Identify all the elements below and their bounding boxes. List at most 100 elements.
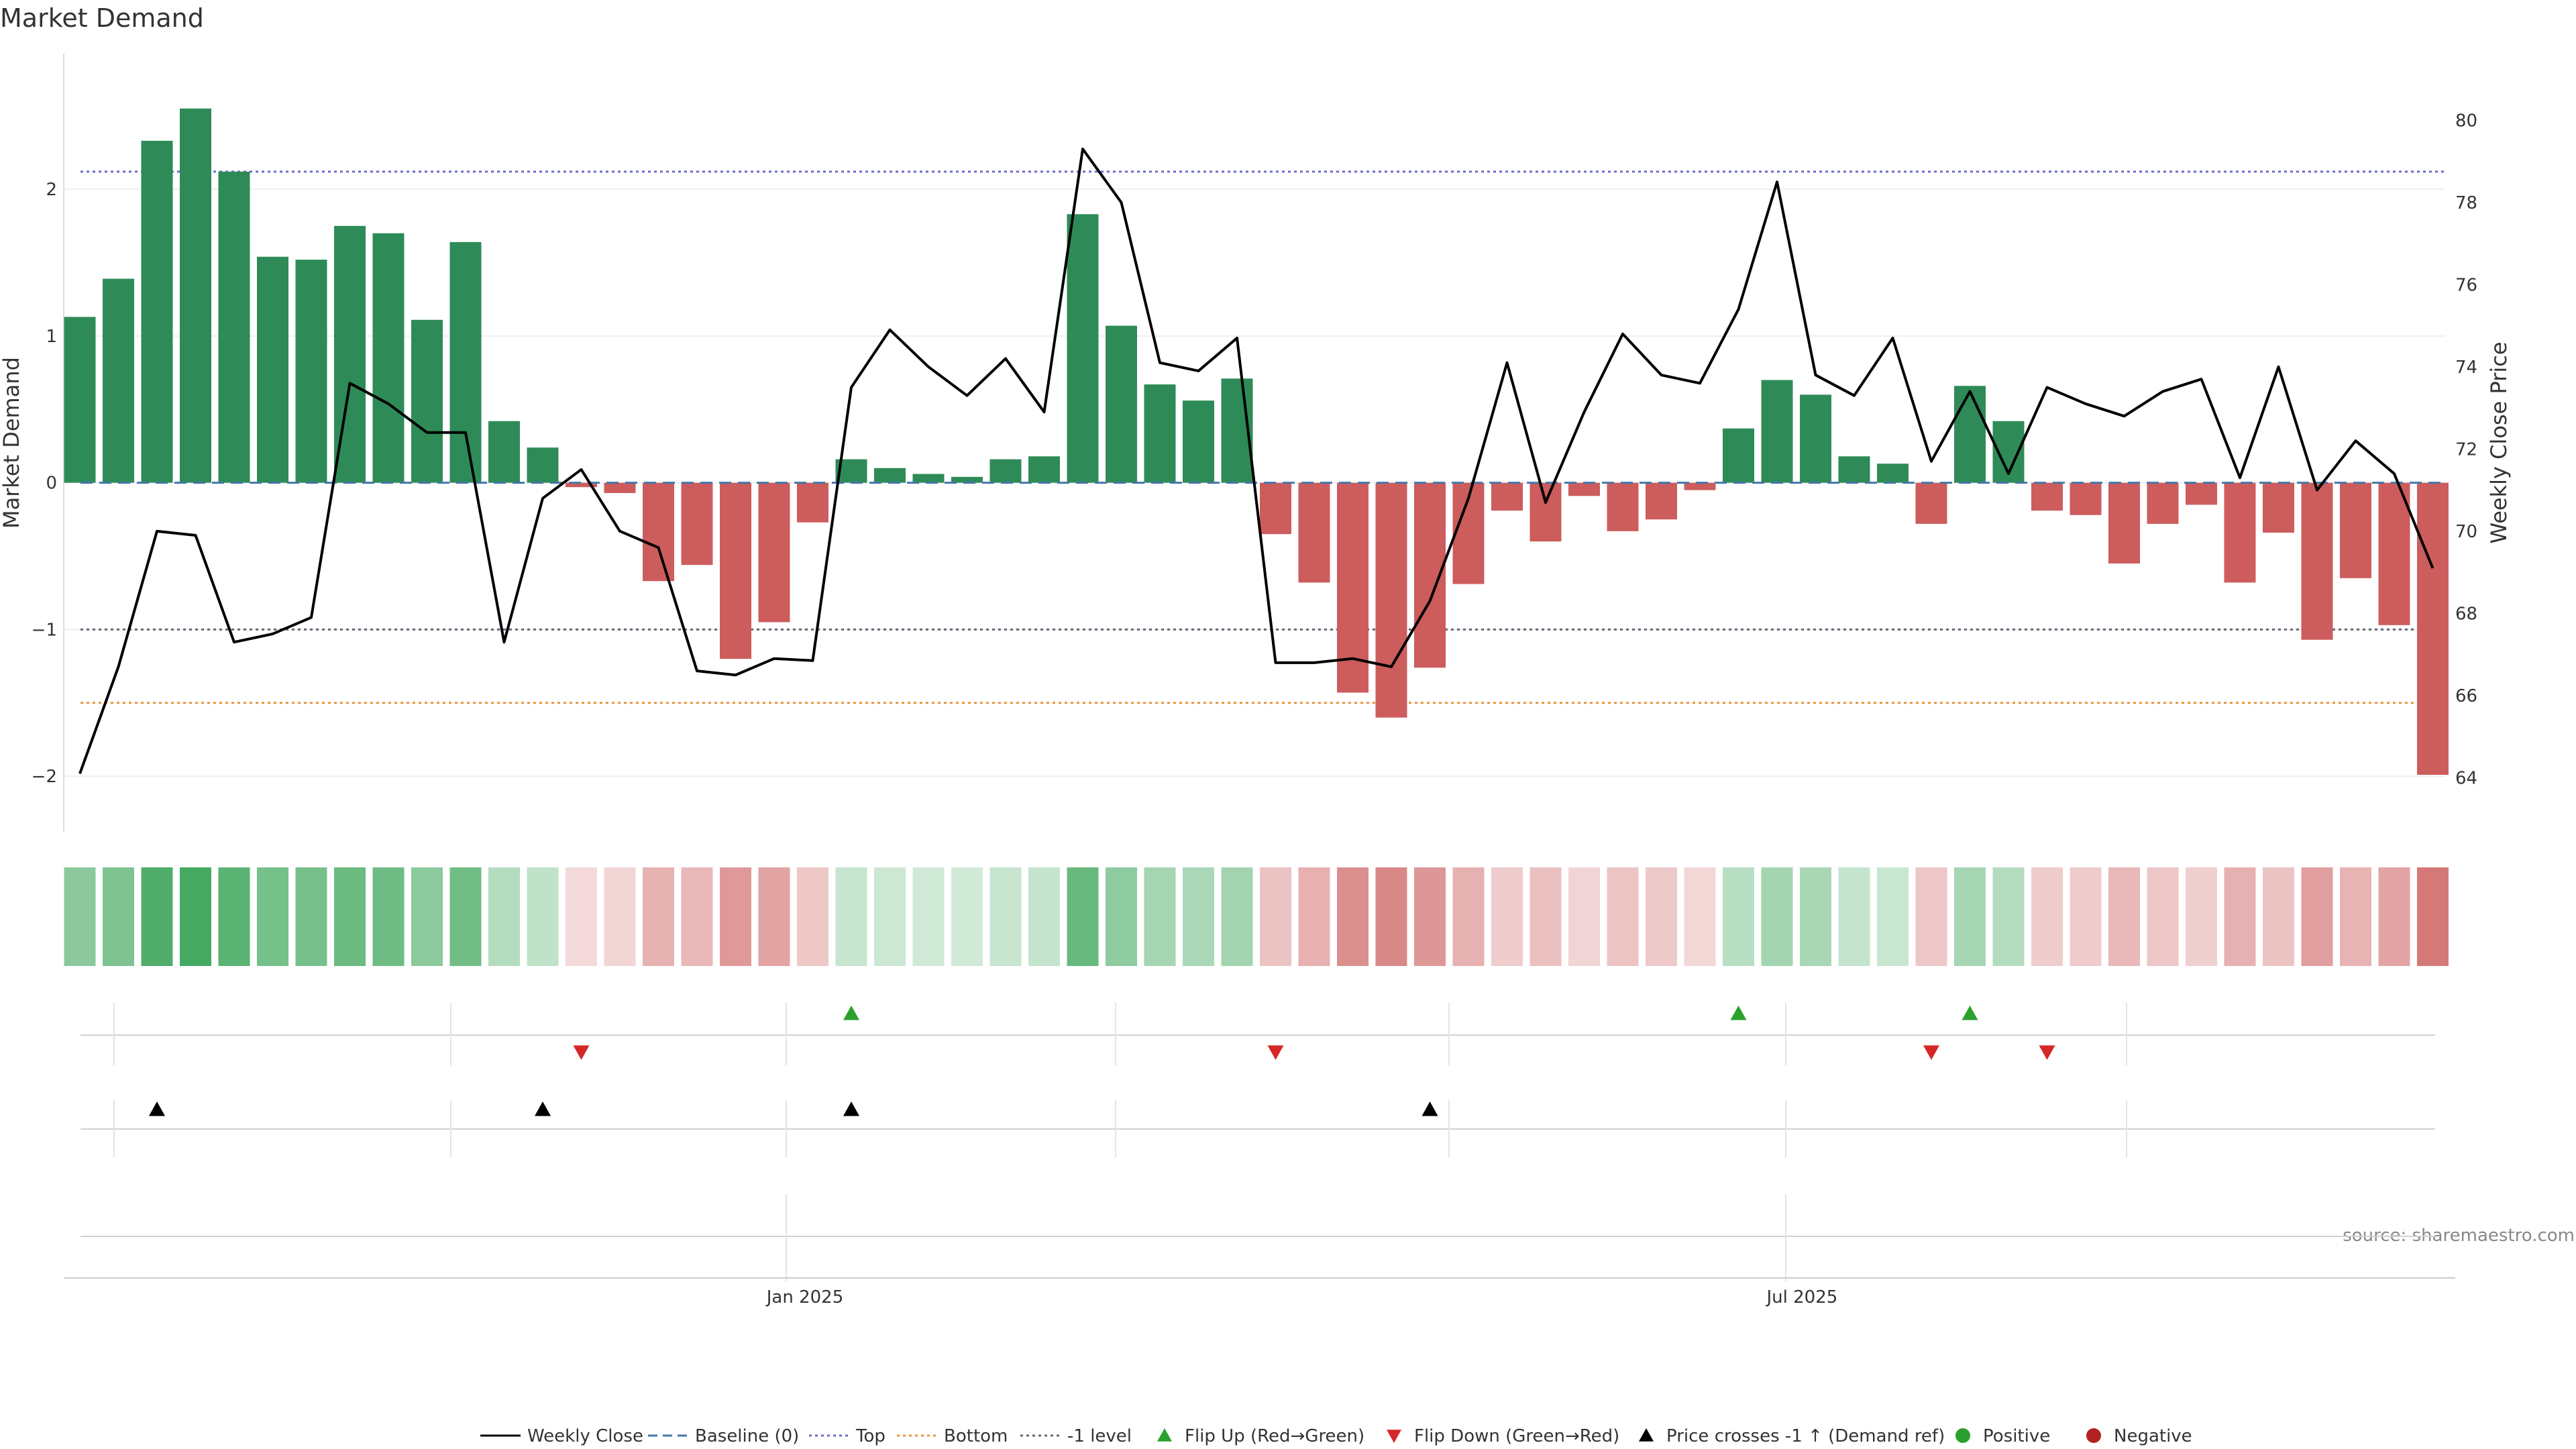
demand-bar-negative [2147,482,2179,524]
heat-cell [758,867,790,966]
legend: Weekly Close Baseline (0) Top Bottom -1 leve… [480,1426,2192,1446]
heat-cell [141,867,173,966]
demand-bar-negative [1646,482,1677,520]
demand-bar-negative [1529,482,1562,542]
heat-cell [295,867,327,966]
demand-bar-positive [488,421,520,483]
x-axis: Jan 2025 Jul 2025 [64,1277,2455,1307]
demand-bar-positive [1800,394,1831,483]
heat-cell [643,867,674,966]
heat-cell [1183,867,1214,966]
right-axis-label: Weekly Close Price [2486,341,2512,543]
demand-bar-positive [912,474,945,483]
heat-cell [2186,867,2217,966]
heat-cell [1954,867,1986,966]
heat-cell [372,867,405,966]
legend-label: Negative [2114,1426,2192,1446]
heat-cell [1337,867,1368,966]
heat-cell [1375,867,1407,966]
flip-up-marker [843,1006,859,1020]
left-tick-label: 0 [46,474,57,494]
demand-bar-negative [2186,482,2217,505]
heat-cell [1529,867,1562,966]
demand-bar-negative [604,482,636,493]
left-tick-label: −2 [32,767,57,787]
price-cross-marker [843,1102,859,1116]
demand-bar-positive [295,260,327,483]
heat-cell [1800,867,1831,966]
demand-bar-negative [1260,482,1291,535]
price-cross-marker [1421,1102,1438,1116]
demand-bar-negative [2340,482,2371,578]
demand-bar-negative [643,482,674,582]
legend-label: Top [855,1426,885,1446]
legend-swatch-triangle [1639,1428,1654,1442]
legend-item: Flip Down (Green→Red) [1387,1426,1619,1446]
weekly-close-line [78,148,2434,774]
heat-cell [1491,867,1523,966]
demand-bar-negative [758,482,790,623]
demand-bar-positive [1723,428,1754,483]
heat-cell [1761,867,1793,966]
legend-item: Baseline (0) [648,1426,799,1446]
legend-item: Weekly Close [480,1426,643,1446]
signal-panels [80,1003,2435,1281]
demand-bar-positive [1954,386,1986,483]
right-tick-label: 66 [2455,686,2477,706]
heat-cell [1106,867,1137,966]
demand-bar-positive [372,233,405,483]
demand-bar-positive [411,319,443,483]
legend-label: Baseline (0) [695,1426,799,1446]
heat-cell [180,867,211,966]
heat-cell [103,867,134,966]
heat-cell [527,867,559,966]
legend-item: Top [809,1426,885,1446]
demand-bar-negative [1568,482,1600,496]
heat-cell [1877,867,1909,966]
demand-bar-negative [2070,482,2102,515]
legend-swatch-triangle [1387,1430,1401,1443]
chart-title: Market Demand [0,3,204,33]
demand-bar-negative [1375,482,1407,718]
right-tick-label: 70 [2455,522,2477,542]
legend-label: Price crosses -1 ↑ (Demand ref) [1666,1426,1945,1446]
heat-cell [1067,867,1099,966]
heat-cell [2340,867,2371,966]
demand-bar-positive [218,171,250,483]
heat-strip [64,867,2449,966]
legend-label: Positive [1983,1426,2050,1446]
x-tick-label: Jul 2025 [1765,1287,1837,1307]
legend-label: Flip Up (Red→Green) [1185,1426,1364,1446]
demand-bar-positive [1761,380,1793,483]
heat-cell [2263,867,2294,966]
heat-cell [797,867,828,966]
heat-cell [1646,867,1677,966]
demand-bar-positive [180,108,211,483]
demand-bar-negative [2031,482,2063,511]
demand-bar-positive [1028,456,1060,483]
demand-bar-positive [527,447,559,483]
demand-bar-positive [1838,456,1870,483]
legend-item: Positive [1955,1426,2050,1446]
main-panel: −2 −1 0 1 2 64 66 68 70 72 74 76 78 80 [32,54,2477,832]
left-tick-label: −1 [32,620,57,640]
demand-bar-negative [1684,482,1716,490]
heat-cell [257,867,288,966]
legend-label: Weekly Close [527,1426,643,1446]
demand-bar-negative [1607,482,1639,531]
demand-bar-positive [874,468,906,483]
heat-cell [604,867,636,966]
heat-cell [2070,867,2102,966]
heat-cell [1221,867,1253,966]
legend-label: -1 level [1067,1426,1132,1446]
demand-bar-positive [951,476,983,483]
heat-cell [2147,867,2179,966]
flip-down-marker [2039,1045,2055,1060]
legend-item: Negative [2086,1426,2192,1446]
heat-cell [218,867,250,966]
heat-cell [1915,867,1947,966]
demand-bar-negative [681,482,713,566]
left-axis-label: Market Demand [0,357,24,529]
demand-bar-negative [566,482,597,488]
